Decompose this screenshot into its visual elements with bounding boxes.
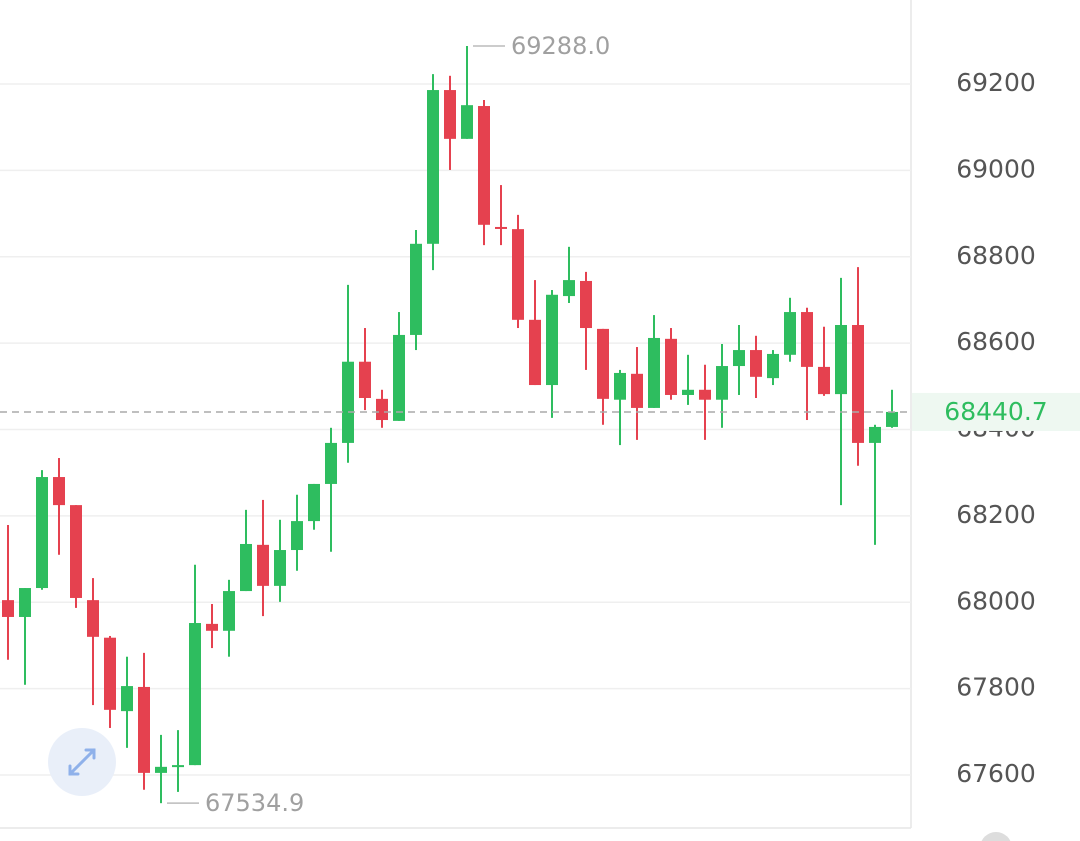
y-tick-label: 68000 xyxy=(956,586,1036,615)
annotation-label: 67534.9 xyxy=(205,789,304,817)
candle-body xyxy=(886,411,898,427)
y-tick-label: 69200 xyxy=(956,68,1036,97)
candle-body xyxy=(444,90,456,139)
candle-body xyxy=(478,106,490,225)
candle-body xyxy=(614,372,626,400)
candle-body xyxy=(87,600,99,637)
candle-body xyxy=(359,361,371,398)
candle-body xyxy=(121,686,133,712)
last-price-tag xyxy=(912,392,1080,431)
last-price-label: 68440.7 xyxy=(944,397,1047,426)
candle-body xyxy=(2,600,14,617)
y-tick-label: 69000 xyxy=(956,154,1036,183)
candle-body xyxy=(631,373,643,408)
candle-body xyxy=(257,544,269,586)
y-tick-label: 68800 xyxy=(956,241,1036,270)
candle-body xyxy=(801,312,813,367)
candle-body xyxy=(580,280,592,329)
candle-body xyxy=(155,766,167,773)
candle-body xyxy=(223,591,235,631)
candle-body xyxy=(274,550,286,586)
candle-body xyxy=(529,319,541,386)
grid xyxy=(0,83,911,776)
corner-button[interactable] xyxy=(980,832,1012,841)
candle-body xyxy=(427,90,439,244)
candle-body xyxy=(393,334,405,421)
candle-body xyxy=(682,389,694,395)
candle-body xyxy=(189,623,201,766)
candle-body xyxy=(546,294,558,386)
candle-body xyxy=(869,426,881,443)
candle-body xyxy=(70,505,82,598)
candle-body xyxy=(410,243,422,335)
candle-body xyxy=(716,366,728,400)
candle-body xyxy=(138,686,150,773)
candle-body xyxy=(563,280,575,297)
candle-body xyxy=(665,338,677,395)
candle-body xyxy=(495,226,507,229)
candle-body xyxy=(172,765,184,768)
candle-body xyxy=(240,543,252,592)
candle-body xyxy=(699,389,711,400)
candles xyxy=(2,45,898,804)
candle-body xyxy=(597,328,609,399)
candle-body xyxy=(19,588,31,617)
candle-body xyxy=(308,483,320,522)
expand-icon[interactable] xyxy=(68,748,96,776)
candle-body xyxy=(767,353,779,379)
candle-body xyxy=(818,366,830,395)
y-tick-label: 68200 xyxy=(956,500,1036,529)
candle-body xyxy=(36,477,48,589)
candle-body xyxy=(206,623,218,631)
annotation-label: 69288.0 xyxy=(511,32,610,60)
candle-body xyxy=(461,105,473,139)
candle-body xyxy=(53,477,65,506)
candle-body xyxy=(733,350,745,367)
candle-body xyxy=(750,350,762,377)
candle-body xyxy=(325,442,337,484)
y-tick-label: 67800 xyxy=(956,673,1036,702)
candle-body xyxy=(784,312,796,355)
candle-body xyxy=(835,325,847,395)
expand-button[interactable] xyxy=(48,728,116,796)
candle-body xyxy=(104,637,116,710)
candle-body xyxy=(648,337,660,408)
y-tick-label: 68600 xyxy=(956,327,1036,356)
y-tick-label: 67600 xyxy=(956,759,1036,788)
candle-body xyxy=(512,229,524,320)
candle-body xyxy=(291,521,303,551)
candle-body xyxy=(852,325,864,443)
candle-body xyxy=(376,398,388,421)
candle-body xyxy=(342,361,354,443)
